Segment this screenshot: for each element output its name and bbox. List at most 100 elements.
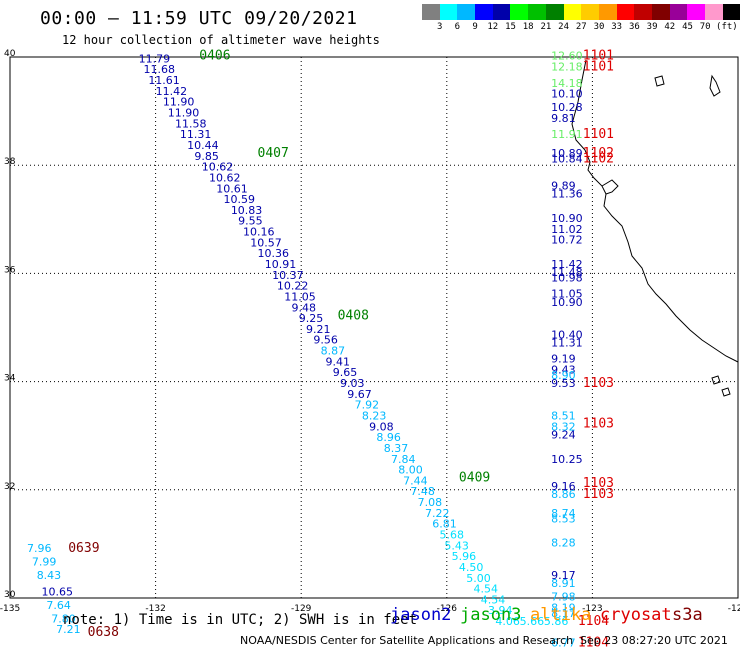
- lat-tick-label: 40: [4, 49, 16, 59]
- swh-value: 9.81: [551, 112, 576, 125]
- swh-value: 9.21: [306, 323, 331, 336]
- map-frame: [9, 56, 739, 599]
- color-scale-labels: 3 6 9 12 15 18 21 24 27 30 33 36 39 42 45 70 (ft): [422, 22, 738, 34]
- legend-s3a: s3a: [672, 605, 703, 625]
- swh-value: 10.37: [272, 269, 304, 282]
- swh-value: 7.80: [51, 612, 76, 625]
- scale-label: 12: [487, 22, 499, 32]
- scale-label: 18: [522, 22, 534, 32]
- swh-value: 11.05: [284, 290, 316, 303]
- swh-value: 9.25: [299, 312, 324, 325]
- swh-value: 10.36: [258, 247, 290, 260]
- scale-label: 3: [436, 22, 443, 32]
- swh-value: 7.96: [27, 542, 51, 555]
- pass-time-label: 1102: [583, 146, 614, 161]
- map-subtitle: 12 hour collection of altimeter wave hei…: [62, 33, 380, 47]
- swh-value: 12.18: [551, 61, 583, 74]
- pass-time-label: 1104: [578, 636, 609, 650]
- inland-water: [654, 74, 721, 97]
- swh-value: 5.43: [444, 539, 469, 552]
- swh-value: 8.74: [551, 507, 576, 520]
- swh-value: 11.48: [551, 266, 583, 279]
- scale-label: 21: [540, 22, 552, 32]
- swh-value: 10.65: [42, 585, 73, 598]
- swh-value: 7.98: [551, 591, 576, 604]
- observation-layer: 11.7911.6811.6111.4211.9011.9011.5811.31…: [27, 50, 583, 650]
- swh-value: 11.42: [551, 258, 583, 271]
- swh-value: 8.28: [551, 537, 576, 550]
- pass-time-label: 1103: [583, 487, 614, 502]
- swh-value: 9.17: [551, 569, 576, 582]
- swh-value: 10.62: [202, 161, 234, 174]
- scale-label: 6: [454, 22, 461, 32]
- scale-swatch: [634, 4, 652, 20]
- swh-value: 7.48: [410, 485, 435, 498]
- swh-value: 4.54: [473, 583, 498, 596]
- time-label-layer: 0406040704080409110111011101110211021103…: [68, 49, 614, 650]
- lat-tick-label: 34: [4, 374, 16, 384]
- scale-label: 39: [646, 22, 658, 32]
- map-title: 00:00 – 11:59 UTC 09/20/2021: [40, 8, 358, 29]
- scale-swatch: [563, 4, 582, 20]
- scale-swatch: [722, 4, 740, 20]
- swh-value: 9.53: [551, 377, 576, 390]
- scale-swatch: [475, 4, 493, 20]
- swh-value: 10.25: [551, 453, 583, 466]
- swh-value: 11.31: [180, 128, 212, 141]
- scale-label: 24: [558, 22, 570, 32]
- swh-value: 11.42: [156, 85, 188, 98]
- lon-tick-label: -132: [145, 604, 165, 614]
- swh-value: 12.60: [551, 50, 583, 63]
- scale-swatch: [528, 4, 546, 20]
- scale-swatch: [598, 4, 617, 20]
- swh-value: 8.23: [362, 409, 387, 422]
- swh-value: 5.00: [466, 572, 491, 585]
- swh-value: 7.92: [355, 399, 380, 412]
- pass-time-label: 0639: [68, 541, 99, 556]
- pass-time-label: 1102: [583, 151, 614, 166]
- swh-value: 9.16: [551, 480, 576, 493]
- lon-tick-label: -120: [728, 604, 740, 614]
- pass-time-label: 0408: [338, 308, 369, 323]
- legend-jason2: jason2: [390, 605, 452, 625]
- scale-swatch: [492, 4, 511, 20]
- swh-value: 10.10: [551, 88, 583, 101]
- swh-value: 10.98: [551, 272, 583, 285]
- swh-value: 9.19: [551, 353, 576, 366]
- swh-value: 8.90: [551, 369, 576, 382]
- scale-label: 33: [611, 22, 623, 32]
- swh-value: 5.68: [440, 528, 465, 541]
- swh-value: 9.55: [238, 215, 263, 228]
- swh-value: 8.37: [384, 442, 409, 455]
- swh-value: 9.41: [325, 355, 350, 368]
- swh-value: 10.90: [551, 296, 583, 309]
- swh-value: 3.94: [488, 604, 513, 617]
- credit-line: NOAA/NESDIS Center for Satellite Applica…: [240, 634, 574, 647]
- pass-time-label: 0638: [88, 625, 119, 640]
- swh-value: 11.79: [139, 52, 171, 65]
- swh-value: 6.81: [432, 518, 457, 531]
- swh-value: 11.02: [551, 223, 583, 236]
- swh-value: 4.06: [495, 615, 520, 628]
- lat-tick-label: 30: [4, 590, 16, 600]
- scale-label: 36: [628, 22, 640, 32]
- swh-value: 11.58: [175, 117, 207, 130]
- legend-cryosat: cryosat: [600, 605, 672, 625]
- swh-value: 8.00: [398, 464, 423, 477]
- swh-value: 7.22: [425, 507, 450, 520]
- swh-value: 6.77: [551, 637, 576, 650]
- lat-tick-label: 32: [4, 482, 15, 492]
- scale-label: 70: [699, 22, 711, 32]
- swh-value: 9.08: [369, 420, 394, 433]
- grid-lines: [10, 57, 738, 598]
- swh-value: 4.50: [459, 561, 484, 574]
- swh-value: 10.72: [551, 234, 583, 247]
- swh-value: 8.91: [551, 577, 576, 590]
- lon-tick-label: -126: [437, 604, 458, 614]
- scale-label: 9: [472, 22, 478, 32]
- scale-swatch: [616, 4, 635, 20]
- legend-altika: altika: [530, 605, 592, 625]
- swh-value: 7.08: [418, 496, 443, 509]
- swh-value: 10.62: [209, 171, 241, 184]
